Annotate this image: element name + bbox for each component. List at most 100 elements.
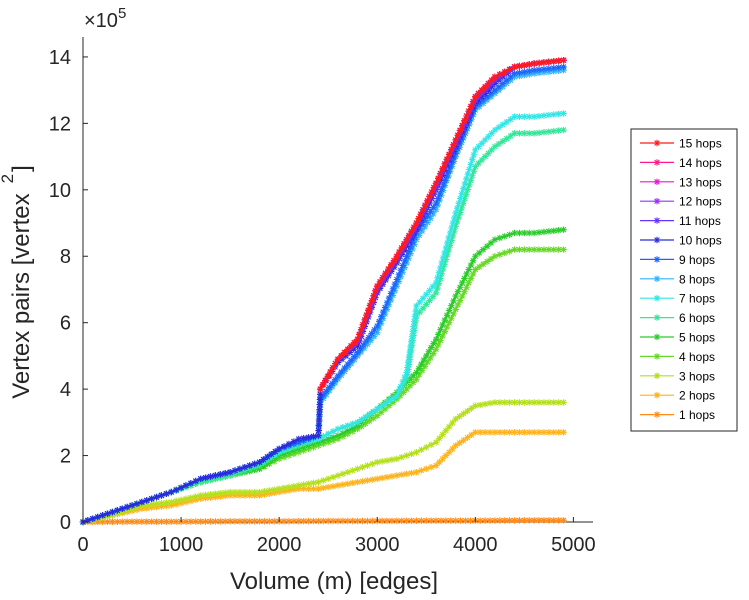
series-line-10-hops	[82, 59, 564, 523]
series-marker	[503, 76, 510, 84]
series-marker	[192, 477, 199, 485]
series-marker	[305, 445, 312, 453]
series-marker	[182, 495, 190, 502]
series-marker	[443, 323, 451, 331]
series-marker	[344, 422, 352, 429]
series-marker	[486, 429, 494, 436]
series-marker	[501, 399, 508, 406]
series-marker	[550, 246, 557, 253]
series-marker	[560, 67, 567, 74]
series-marker	[324, 517, 332, 525]
series-marker	[560, 399, 567, 406]
series-marker	[419, 206, 427, 213]
series-marker	[465, 266, 472, 273]
series-marker	[207, 518, 214, 525]
series-marker	[550, 517, 557, 524]
series-marker	[487, 255, 495, 263]
series-marker	[445, 449, 453, 456]
legend-marker	[653, 333, 661, 341]
series-marker	[452, 136, 459, 144]
series-marker	[475, 143, 482, 150]
series-marker	[438, 186, 445, 193]
series-marker	[521, 517, 528, 524]
series-marker	[461, 195, 468, 202]
series-marker	[158, 499, 165, 507]
legend-item: 1 hops	[640, 408, 715, 422]
plot-area: 0 1000 2000 3000 4000 5000 0 2 4 6 8 10 12 14	[49, 37, 596, 556]
legend-item: 3 hops	[640, 369, 715, 383]
legend-marker	[653, 139, 661, 147]
series-marker	[416, 225, 423, 232]
series-marker	[217, 518, 224, 525]
series-marker	[264, 453, 271, 461]
series-marker	[516, 229, 523, 237]
series-marker	[370, 333, 378, 340]
series-marker	[377, 403, 385, 410]
series-marker	[231, 470, 239, 478]
series-marker	[491, 399, 499, 406]
series-marker	[488, 83, 495, 91]
series-marker	[560, 246, 567, 253]
series-marker	[487, 90, 495, 97]
x-tick-label: 0	[77, 534, 88, 556]
series-marker	[197, 492, 204, 499]
series-marker	[443, 155, 451, 163]
series-marker	[320, 477, 327, 484]
series-marker	[315, 422, 323, 429]
series-marker	[374, 405, 381, 413]
series-marker	[446, 229, 454, 237]
series-marker	[477, 429, 484, 436]
series-marker	[472, 93, 479, 100]
legend-label: 2 hops	[679, 389, 715, 403]
series-marker	[104, 518, 111, 526]
series-marker	[456, 439, 463, 447]
series-marker	[316, 401, 323, 408]
series-marker	[285, 452, 293, 459]
series-marker	[114, 507, 121, 514]
series-marker	[421, 202, 429, 209]
series-marker	[359, 463, 366, 471]
legend-label: 11 hops	[679, 214, 721, 228]
series-marker	[530, 130, 538, 137]
series-marker	[501, 68, 508, 76]
series-marker	[398, 517, 405, 525]
series-marker	[261, 491, 268, 498]
series-1-hops	[79, 517, 567, 526]
series-marker	[357, 348, 365, 356]
series-marker	[443, 312, 451, 319]
series-marker	[516, 517, 523, 524]
series-marker	[354, 349, 361, 356]
series-marker	[446, 242, 454, 249]
series-marker	[413, 468, 420, 476]
series-marker	[481, 153, 489, 160]
series-marker	[535, 59, 543, 67]
series-marker	[280, 484, 288, 492]
series-marker	[483, 243, 491, 250]
series-marker	[545, 228, 553, 235]
legend-item: 14 hops	[640, 156, 722, 170]
series-marker	[550, 127, 557, 135]
series-marker	[275, 488, 283, 496]
series-marker	[401, 373, 408, 381]
series-marker	[495, 83, 503, 91]
series-marker	[507, 76, 514, 84]
y-tick-label: 12	[49, 113, 71, 135]
series-marker	[449, 419, 456, 427]
series-marker	[143, 504, 150, 512]
series-marker	[217, 471, 224, 478]
series-marker	[462, 126, 469, 134]
series-marker	[148, 495, 155, 502]
series-marker	[369, 460, 376, 468]
series-marker	[202, 474, 209, 481]
series-marker	[506, 248, 513, 255]
series-marker	[463, 175, 470, 183]
series-marker	[439, 332, 446, 340]
series-marker	[420, 356, 428, 364]
series-marker	[305, 480, 312, 487]
y-tick-label: 10	[49, 180, 71, 202]
legend-label: 5 hops	[679, 331, 715, 345]
series-marker	[439, 165, 446, 172]
series-marker	[212, 493, 219, 501]
series-marker	[516, 69, 523, 76]
series-marker	[123, 507, 131, 514]
